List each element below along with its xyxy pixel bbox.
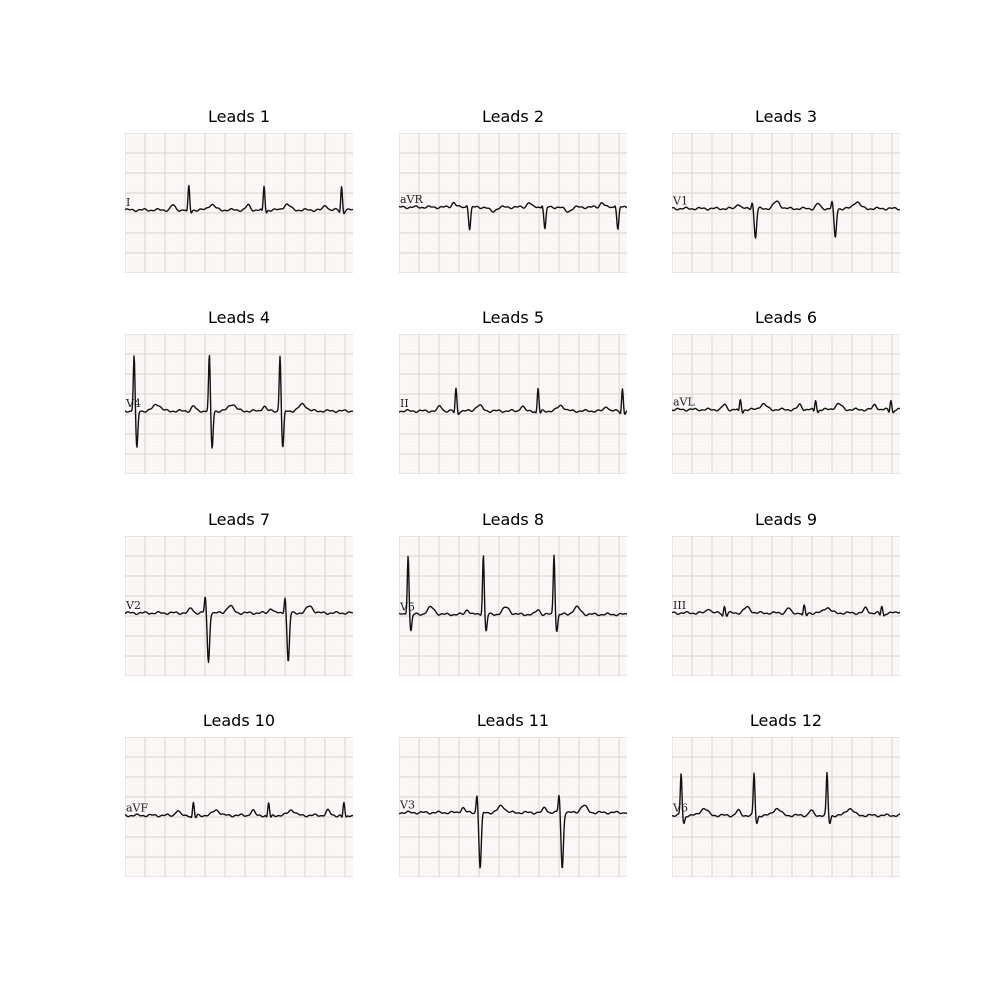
- ecg-paper: [399, 334, 627, 474]
- ecg-grid: [399, 133, 627, 273]
- lead-code-label: II: [400, 397, 409, 410]
- ecg-strip: V4: [125, 334, 353, 474]
- ecg-grid: [399, 536, 627, 676]
- lead-title: Leads 5: [481, 308, 545, 327]
- lead-code-label: aVR: [400, 193, 424, 206]
- ecg-grid: [125, 133, 353, 273]
- ecg-trace: [672, 771, 900, 825]
- lead-title: Leads 8: [481, 510, 545, 529]
- ecg-trace: [125, 354, 353, 449]
- ecg-paper: [399, 737, 627, 877]
- lead-code-label: III: [673, 599, 686, 612]
- ecg-strip: V3: [399, 737, 627, 877]
- lead-code-label: aVF: [126, 801, 149, 814]
- ecg-strip: III: [672, 536, 900, 676]
- ecg-trace: [399, 387, 627, 416]
- ecg-trace: [399, 201, 627, 231]
- ecg-paper: [399, 536, 627, 676]
- ecg-grid: [672, 334, 900, 474]
- lead-code-label: V2: [125, 599, 141, 612]
- ecg-grid: [672, 133, 900, 273]
- lead-title: Leads 7: [207, 510, 271, 529]
- ecg-trace: [125, 801, 353, 819]
- ecg-paper: [672, 133, 900, 273]
- ecg-strip: V6: [672, 737, 900, 877]
- ecg-strip: aVL: [672, 334, 900, 474]
- ecg-strip: V5: [399, 536, 627, 676]
- lead-title: Leads 2: [481, 107, 545, 126]
- lead-title: Leads 9: [754, 510, 818, 529]
- lead-code-label: I: [126, 196, 130, 209]
- ecg-paper: [125, 334, 353, 474]
- lead-title: Leads 1: [207, 107, 271, 126]
- ecg-grid: [125, 536, 353, 676]
- lead-code-label: V1: [672, 195, 688, 208]
- ecg-strip: aVF: [125, 737, 353, 877]
- lead-code-label: aVL: [673, 396, 696, 409]
- ecg-trace: [672, 200, 900, 239]
- ecg-paper: [399, 133, 627, 273]
- lead-title: Leads 6: [754, 308, 818, 327]
- lead-title: Leads 11: [476, 711, 550, 730]
- lead-code-label: V3: [399, 799, 415, 812]
- ecg-paper: [125, 737, 353, 877]
- lead-title: Leads 10: [202, 711, 276, 730]
- ecg-paper: [125, 133, 353, 273]
- ecg-grid: [672, 536, 900, 676]
- ecg-paper: [672, 536, 900, 676]
- ecg-strip: V1: [672, 133, 900, 273]
- ecg-trace: [672, 398, 900, 414]
- ecg-paper: [125, 536, 353, 676]
- lead-title: Leads 3: [754, 107, 818, 126]
- ecg-trace: [125, 596, 353, 664]
- ecg-trace: [399, 794, 627, 869]
- ecg-paper: [672, 334, 900, 474]
- ecg-paper: [672, 737, 900, 877]
- ecg-trace: [399, 554, 627, 633]
- ecg-grid: [672, 737, 900, 877]
- lead-title: Leads 4: [207, 308, 271, 327]
- ecg-strip: aVR: [399, 133, 627, 273]
- ecg-strip: II: [399, 334, 627, 474]
- ecg-trace: [672, 604, 900, 617]
- ecg-strip: I: [125, 133, 353, 273]
- ecg-trace: [125, 185, 353, 215]
- ecg-grid: [399, 737, 627, 877]
- lead-title: Leads 12: [749, 711, 823, 730]
- ecg-strip: V2: [125, 536, 353, 676]
- ecg-grid: [125, 737, 353, 877]
